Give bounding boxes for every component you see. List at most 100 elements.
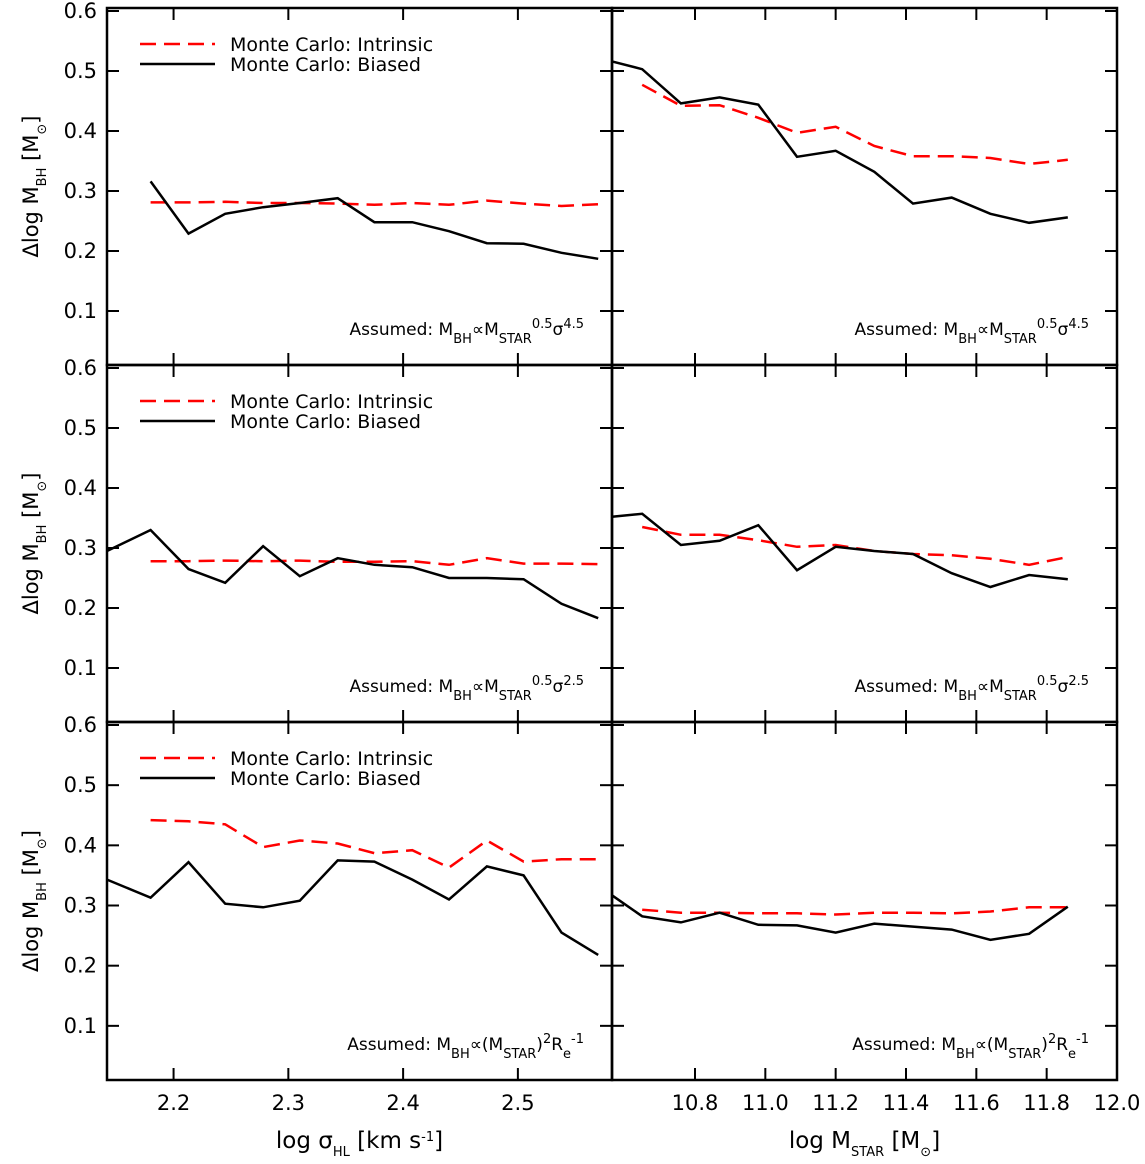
label-part: STAR bbox=[503, 1047, 536, 1062]
panel: Assumed: MBH∝MSTAR0.5σ2.5 bbox=[610, 363, 1119, 724]
label-part: Assumed: M bbox=[852, 1035, 956, 1055]
y-tick-label: 0.6 bbox=[64, 713, 97, 737]
series-line bbox=[106, 528, 599, 620]
x-tick-label: 11.0 bbox=[742, 1091, 789, 1115]
series-line bbox=[149, 180, 599, 261]
label-part: ) bbox=[1041, 1035, 1048, 1055]
y-tick-label: 0.4 bbox=[64, 476, 97, 500]
label-part: BH bbox=[35, 525, 50, 544]
label-part: STAR bbox=[499, 332, 532, 347]
label-part: -1 bbox=[1076, 1032, 1089, 1047]
annotation: Assumed: MBH∝MSTAR0.5σ4.5 bbox=[854, 317, 1089, 347]
panel-frame bbox=[610, 720, 1119, 1082]
label-part: ) bbox=[536, 1035, 543, 1055]
x-axis-label: log σHL [km s-1] bbox=[276, 1128, 443, 1160]
y-tick-label: 0.5 bbox=[64, 59, 97, 83]
label-part: ] bbox=[19, 830, 43, 838]
y-tick-label: 0.6 bbox=[64, 356, 97, 380]
label-part: 0.5 bbox=[1037, 317, 1058, 332]
label-part: [M bbox=[884, 1128, 920, 1154]
series-line bbox=[611, 60, 1068, 225]
y-tick-label: 0.3 bbox=[64, 536, 97, 560]
y-tick-label: 0.5 bbox=[64, 773, 97, 797]
label-part: 4.5 bbox=[1068, 317, 1089, 332]
panel: 0.1 0.2 0.3 0.4 0.5 0.6 2.2 2.3 2.4 2.5 Monte Carl… bbox=[19, 713, 614, 1160]
label-part: R bbox=[1056, 1035, 1068, 1055]
series-line bbox=[611, 512, 1068, 589]
label-part: BH bbox=[35, 168, 50, 187]
label-part: ] bbox=[19, 473, 43, 481]
label-part: σ bbox=[1058, 320, 1069, 340]
label-part: 4.5 bbox=[563, 317, 584, 332]
label-part: ⊙ bbox=[920, 1145, 931, 1160]
legend-label: Monte Carlo: Biased bbox=[230, 411, 421, 433]
x-tick-label: 11.2 bbox=[812, 1091, 859, 1115]
legend-label: Monte Carlo: Intrinsic bbox=[230, 748, 433, 770]
series-line bbox=[641, 525, 1069, 567]
y-tick-label: 0.3 bbox=[64, 894, 97, 918]
legend-label: Monte Carlo: Intrinsic bbox=[230, 391, 433, 413]
annotation: Assumed: MBH∝MSTAR0.5σ2.5 bbox=[854, 674, 1089, 704]
label-part: -1 bbox=[421, 1130, 434, 1145]
label-part: 2 bbox=[1048, 1032, 1056, 1047]
label-part: ⊙ bbox=[35, 838, 50, 849]
y-axis-label: Δlog MBH [M⊙] bbox=[19, 116, 50, 258]
series-line bbox=[150, 818, 599, 870]
y-tick-label: 0.2 bbox=[64, 239, 97, 263]
label-part: Assumed: M bbox=[854, 677, 958, 697]
label-part: [M bbox=[19, 849, 43, 882]
label-part: BH bbox=[958, 689, 977, 704]
label-part: ∝(M bbox=[470, 1035, 503, 1055]
label-part: ∝M bbox=[977, 677, 1004, 697]
panel: 10.8 11.0 11.2 11.4 11.6 11.8 12.0 Assumed: MBH… bbox=[610, 720, 1140, 1160]
label-part: STAR bbox=[1004, 689, 1037, 704]
series-line bbox=[642, 906, 1068, 916]
annotation: Assumed: MBH∝MSTAR0.5σ4.5 bbox=[349, 317, 584, 347]
label-part: Assumed: M bbox=[854, 320, 958, 340]
label-part: STAR bbox=[1004, 332, 1037, 347]
label-part: BH bbox=[956, 1047, 975, 1062]
label-part: σ bbox=[553, 677, 564, 697]
label-part: BH bbox=[451, 1047, 470, 1062]
label-part: ] bbox=[931, 1128, 940, 1154]
label-part: 2.5 bbox=[563, 674, 584, 689]
legend-label: Monte Carlo: Intrinsic bbox=[230, 34, 433, 56]
label-part: Assumed: M bbox=[349, 677, 453, 697]
annotation: Assumed: MBH∝(MSTAR)2Re-1 bbox=[852, 1032, 1089, 1062]
label-part: Δlog M bbox=[19, 543, 43, 614]
label-part: [km s bbox=[350, 1128, 421, 1154]
label-part: BH bbox=[453, 689, 472, 704]
y-tick-label: 0.1 bbox=[64, 299, 97, 323]
label-part: ∝M bbox=[472, 320, 499, 340]
x-tick-label: 11.4 bbox=[883, 1091, 930, 1115]
label-part: BH bbox=[453, 332, 472, 347]
y-tick-label: 0.5 bbox=[64, 416, 97, 440]
x-tick-label: 2.5 bbox=[501, 1091, 534, 1115]
label-part: BH bbox=[35, 882, 50, 901]
series-line bbox=[641, 83, 1068, 166]
label-part: ∝M bbox=[472, 677, 499, 697]
y-tick-label: 0.6 bbox=[64, 0, 97, 23]
series-line bbox=[611, 894, 1069, 942]
label-part: STAR bbox=[499, 689, 532, 704]
y-tick-label: 0.1 bbox=[64, 656, 97, 680]
label-part: [M bbox=[19, 135, 43, 168]
label-part: log M bbox=[789, 1128, 851, 1154]
panel: Assumed: MBH∝MSTAR0.5σ4.5 bbox=[610, 6, 1119, 367]
y-tick-label: 0.1 bbox=[64, 1014, 97, 1038]
y-tick-label: 0.2 bbox=[64, 954, 97, 978]
x-tick-label: 11.6 bbox=[953, 1091, 1000, 1115]
label-part: ⊙ bbox=[35, 124, 50, 135]
label-part: [M bbox=[19, 492, 43, 525]
panel: 0.1 0.2 0.3 0.4 0.5 0.6 Monte Carlo: Intrinsic… bbox=[19, 0, 614, 367]
label-part: ] bbox=[19, 116, 43, 124]
x-tick-label: 2.2 bbox=[157, 1091, 190, 1115]
label-part: e bbox=[563, 1047, 571, 1062]
label-part: 0.5 bbox=[532, 317, 553, 332]
y-axis-label: Δlog MBH [M⊙] bbox=[19, 473, 50, 615]
series-line bbox=[106, 859, 599, 956]
label-part: R bbox=[551, 1035, 563, 1055]
label-part: Δlog M bbox=[19, 901, 43, 972]
annotation: Assumed: MBH∝MSTAR0.5σ2.5 bbox=[349, 674, 584, 704]
